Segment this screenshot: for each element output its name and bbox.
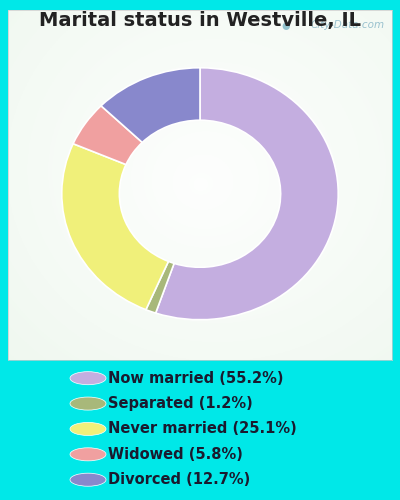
Circle shape [70, 448, 106, 461]
Text: Divorced (12.7%): Divorced (12.7%) [108, 472, 250, 487]
Wedge shape [146, 262, 174, 313]
Text: Never married (25.1%): Never married (25.1%) [108, 422, 297, 436]
Circle shape [70, 473, 106, 486]
Wedge shape [101, 68, 200, 142]
Text: Separated (1.2%): Separated (1.2%) [108, 396, 253, 411]
Circle shape [70, 372, 106, 384]
Text: City-Data.com: City-Data.com [310, 20, 384, 30]
Text: Widowed (5.8%): Widowed (5.8%) [108, 447, 243, 462]
Wedge shape [156, 68, 338, 320]
Wedge shape [73, 106, 142, 164]
Wedge shape [62, 144, 168, 310]
Text: ●: ● [282, 20, 290, 30]
Text: Now married (55.2%): Now married (55.2%) [108, 370, 284, 386]
Circle shape [70, 422, 106, 436]
Circle shape [70, 397, 106, 410]
Text: Marital status in Westville, IL: Marital status in Westville, IL [39, 11, 361, 30]
